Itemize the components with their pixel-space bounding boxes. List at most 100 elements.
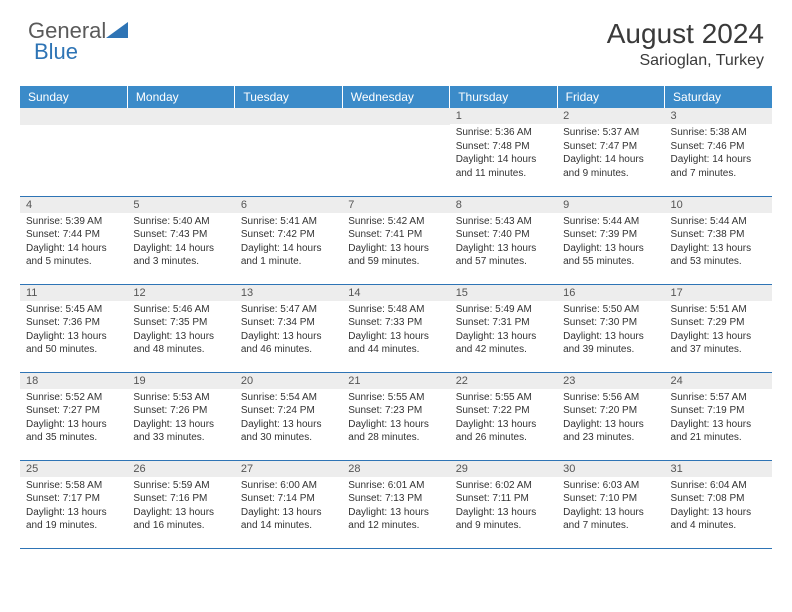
calendar-day-cell: 8Sunrise: 5:43 AMSunset: 7:40 PMDaylight… bbox=[450, 196, 557, 284]
calendar-empty-cell bbox=[20, 108, 127, 196]
calendar-day-cell: 24Sunrise: 5:57 AMSunset: 7:19 PMDayligh… bbox=[665, 372, 772, 460]
day-details: Sunrise: 5:36 AMSunset: 7:48 PMDaylight:… bbox=[450, 124, 557, 184]
calendar-day-cell: 1Sunrise: 5:36 AMSunset: 7:48 PMDaylight… bbox=[450, 108, 557, 196]
day-number: 11 bbox=[20, 285, 127, 301]
calendar-day-cell: 7Sunrise: 5:42 AMSunset: 7:41 PMDaylight… bbox=[342, 196, 449, 284]
day-details: Sunrise: 5:38 AMSunset: 7:46 PMDaylight:… bbox=[665, 124, 772, 184]
page-subtitle: Sarioglan, Turkey bbox=[607, 52, 764, 70]
day-details: Sunrise: 6:01 AMSunset: 7:13 PMDaylight:… bbox=[342, 477, 449, 537]
day-details: Sunrise: 5:41 AMSunset: 7:42 PMDaylight:… bbox=[235, 213, 342, 273]
empty-day-number bbox=[20, 108, 127, 125]
day-number: 5 bbox=[127, 197, 234, 213]
day-number: 13 bbox=[235, 285, 342, 301]
calendar-day-cell: 4Sunrise: 5:39 AMSunset: 7:44 PMDaylight… bbox=[20, 196, 127, 284]
day-details: Sunrise: 5:54 AMSunset: 7:24 PMDaylight:… bbox=[235, 389, 342, 449]
day-details: Sunrise: 5:37 AMSunset: 7:47 PMDaylight:… bbox=[557, 124, 664, 184]
day-number: 6 bbox=[235, 197, 342, 213]
day-details: Sunrise: 5:53 AMSunset: 7:26 PMDaylight:… bbox=[127, 389, 234, 449]
calendar-day-cell: 26Sunrise: 5:59 AMSunset: 7:16 PMDayligh… bbox=[127, 460, 234, 548]
day-number: 18 bbox=[20, 373, 127, 389]
calendar-day-cell: 12Sunrise: 5:46 AMSunset: 7:35 PMDayligh… bbox=[127, 284, 234, 372]
day-number: 31 bbox=[665, 461, 772, 477]
weekday-header: Sunday bbox=[20, 86, 127, 108]
day-details: Sunrise: 6:02 AMSunset: 7:11 PMDaylight:… bbox=[450, 477, 557, 537]
calendar-day-cell: 22Sunrise: 5:55 AMSunset: 7:22 PMDayligh… bbox=[450, 372, 557, 460]
calendar-day-cell: 28Sunrise: 6:01 AMSunset: 7:13 PMDayligh… bbox=[342, 460, 449, 548]
day-details: Sunrise: 5:46 AMSunset: 7:35 PMDaylight:… bbox=[127, 301, 234, 361]
calendar-day-cell: 31Sunrise: 6:04 AMSunset: 7:08 PMDayligh… bbox=[665, 460, 772, 548]
weekday-header: Wednesday bbox=[342, 86, 449, 108]
day-number: 14 bbox=[342, 285, 449, 301]
calendar-day-cell: 11Sunrise: 5:45 AMSunset: 7:36 PMDayligh… bbox=[20, 284, 127, 372]
calendar-day-cell: 10Sunrise: 5:44 AMSunset: 7:38 PMDayligh… bbox=[665, 196, 772, 284]
day-details: Sunrise: 5:56 AMSunset: 7:20 PMDaylight:… bbox=[557, 389, 664, 449]
day-details: Sunrise: 5:50 AMSunset: 7:30 PMDaylight:… bbox=[557, 301, 664, 361]
day-number: 26 bbox=[127, 461, 234, 477]
calendar-day-cell: 5Sunrise: 5:40 AMSunset: 7:43 PMDaylight… bbox=[127, 196, 234, 284]
title-block: August 2024 Sarioglan, Turkey bbox=[607, 18, 764, 70]
weekday-header: Monday bbox=[127, 86, 234, 108]
weekday-header: Friday bbox=[557, 86, 664, 108]
calendar-day-cell: 13Sunrise: 5:47 AMSunset: 7:34 PMDayligh… bbox=[235, 284, 342, 372]
day-details: Sunrise: 5:55 AMSunset: 7:23 PMDaylight:… bbox=[342, 389, 449, 449]
day-details: Sunrise: 5:51 AMSunset: 7:29 PMDaylight:… bbox=[665, 301, 772, 361]
calendar-empty-cell bbox=[235, 108, 342, 196]
day-number: 22 bbox=[450, 373, 557, 389]
day-number: 2 bbox=[557, 108, 664, 124]
calendar-week-row: 4Sunrise: 5:39 AMSunset: 7:44 PMDaylight… bbox=[20, 196, 772, 284]
day-details: Sunrise: 6:03 AMSunset: 7:10 PMDaylight:… bbox=[557, 477, 664, 537]
calendar-week-row: 25Sunrise: 5:58 AMSunset: 7:17 PMDayligh… bbox=[20, 460, 772, 548]
day-details: Sunrise: 5:59 AMSunset: 7:16 PMDaylight:… bbox=[127, 477, 234, 537]
day-details: Sunrise: 5:39 AMSunset: 7:44 PMDaylight:… bbox=[20, 213, 127, 273]
calendar-day-cell: 2Sunrise: 5:37 AMSunset: 7:47 PMDaylight… bbox=[557, 108, 664, 196]
day-details: Sunrise: 5:47 AMSunset: 7:34 PMDaylight:… bbox=[235, 301, 342, 361]
day-details: Sunrise: 6:04 AMSunset: 7:08 PMDaylight:… bbox=[665, 477, 772, 537]
logo: General Blue bbox=[28, 18, 138, 58]
calendar-week-row: 18Sunrise: 5:52 AMSunset: 7:27 PMDayligh… bbox=[20, 372, 772, 460]
day-number: 8 bbox=[450, 197, 557, 213]
day-number: 7 bbox=[342, 197, 449, 213]
logo-text-blue: Blue bbox=[34, 39, 78, 65]
day-number: 29 bbox=[450, 461, 557, 477]
day-number: 16 bbox=[557, 285, 664, 301]
day-details: Sunrise: 5:40 AMSunset: 7:43 PMDaylight:… bbox=[127, 213, 234, 273]
page-title: August 2024 bbox=[607, 18, 764, 50]
weekday-header: Tuesday bbox=[235, 86, 342, 108]
day-details: Sunrise: 6:00 AMSunset: 7:14 PMDaylight:… bbox=[235, 477, 342, 537]
day-number: 17 bbox=[665, 285, 772, 301]
day-number: 20 bbox=[235, 373, 342, 389]
calendar-day-cell: 30Sunrise: 6:03 AMSunset: 7:10 PMDayligh… bbox=[557, 460, 664, 548]
calendar-day-cell: 15Sunrise: 5:49 AMSunset: 7:31 PMDayligh… bbox=[450, 284, 557, 372]
calendar-day-cell: 23Sunrise: 5:56 AMSunset: 7:20 PMDayligh… bbox=[557, 372, 664, 460]
calendar-day-cell: 6Sunrise: 5:41 AMSunset: 7:42 PMDaylight… bbox=[235, 196, 342, 284]
day-details: Sunrise: 5:43 AMSunset: 7:40 PMDaylight:… bbox=[450, 213, 557, 273]
calendar-day-cell: 29Sunrise: 6:02 AMSunset: 7:11 PMDayligh… bbox=[450, 460, 557, 548]
calendar-day-cell: 20Sunrise: 5:54 AMSunset: 7:24 PMDayligh… bbox=[235, 372, 342, 460]
day-number: 1 bbox=[450, 108, 557, 124]
page-header: General Blue August 2024 Sarioglan, Turk… bbox=[0, 0, 792, 80]
day-number: 15 bbox=[450, 285, 557, 301]
calendar-day-cell: 14Sunrise: 5:48 AMSunset: 7:33 PMDayligh… bbox=[342, 284, 449, 372]
calendar-day-cell: 19Sunrise: 5:53 AMSunset: 7:26 PMDayligh… bbox=[127, 372, 234, 460]
calendar-week-row: 1Sunrise: 5:36 AMSunset: 7:48 PMDaylight… bbox=[20, 108, 772, 196]
calendar-day-cell: 21Sunrise: 5:55 AMSunset: 7:23 PMDayligh… bbox=[342, 372, 449, 460]
calendar-day-cell: 17Sunrise: 5:51 AMSunset: 7:29 PMDayligh… bbox=[665, 284, 772, 372]
day-details: Sunrise: 5:58 AMSunset: 7:17 PMDaylight:… bbox=[20, 477, 127, 537]
day-number: 25 bbox=[20, 461, 127, 477]
weekday-header-row: SundayMondayTuesdayWednesdayThursdayFrid… bbox=[20, 86, 772, 108]
day-number: 12 bbox=[127, 285, 234, 301]
day-number: 28 bbox=[342, 461, 449, 477]
calendar-table: SundayMondayTuesdayWednesdayThursdayFrid… bbox=[20, 86, 772, 549]
day-details: Sunrise: 5:55 AMSunset: 7:22 PMDaylight:… bbox=[450, 389, 557, 449]
empty-day-number bbox=[127, 108, 234, 125]
day-number: 30 bbox=[557, 461, 664, 477]
day-number: 19 bbox=[127, 373, 234, 389]
day-number: 4 bbox=[20, 197, 127, 213]
day-number: 23 bbox=[557, 373, 664, 389]
calendar-day-cell: 18Sunrise: 5:52 AMSunset: 7:27 PMDayligh… bbox=[20, 372, 127, 460]
calendar-day-cell: 9Sunrise: 5:44 AMSunset: 7:39 PMDaylight… bbox=[557, 196, 664, 284]
day-details: Sunrise: 5:49 AMSunset: 7:31 PMDaylight:… bbox=[450, 301, 557, 361]
day-details: Sunrise: 5:52 AMSunset: 7:27 PMDaylight:… bbox=[20, 389, 127, 449]
day-details: Sunrise: 5:48 AMSunset: 7:33 PMDaylight:… bbox=[342, 301, 449, 361]
day-details: Sunrise: 5:45 AMSunset: 7:36 PMDaylight:… bbox=[20, 301, 127, 361]
